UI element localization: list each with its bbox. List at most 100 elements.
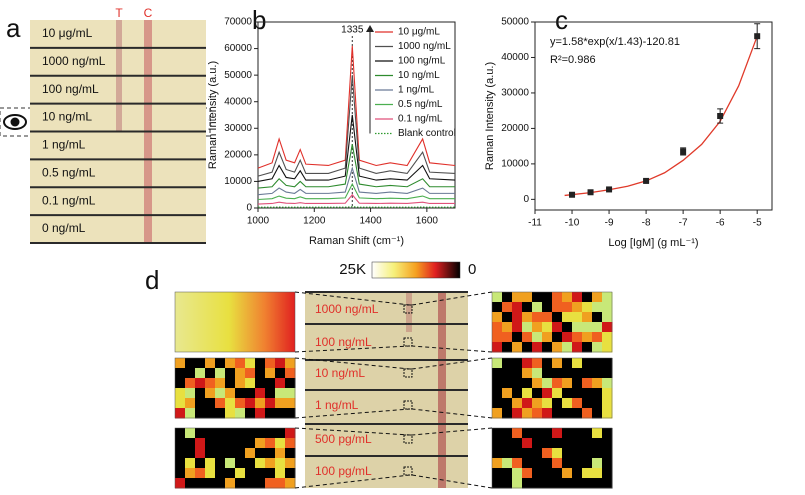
heat-cell [245, 358, 256, 369]
heat-cell [542, 312, 553, 323]
heat-cell [582, 312, 593, 323]
heat-cell [592, 292, 603, 303]
heat-cell [275, 468, 286, 479]
heat-cell [175, 448, 186, 459]
heat-cell [562, 322, 573, 333]
heat-cell [562, 468, 573, 479]
heat-cell [552, 468, 563, 479]
heat-cell [512, 358, 523, 369]
heat-cell [215, 368, 226, 379]
heat-cell [195, 428, 206, 439]
heat-cell [562, 332, 573, 343]
heat-cell [522, 312, 533, 323]
spectrum-line [257, 75, 456, 177]
connector [411, 427, 493, 436]
heat-cell [185, 388, 196, 399]
heat-cell [602, 332, 613, 343]
heat-cell [552, 438, 563, 449]
heat-cell [225, 378, 236, 389]
heat-cell [542, 322, 553, 333]
heat-cell [542, 428, 553, 439]
heat-cell [235, 448, 246, 459]
heat-cell [572, 302, 583, 313]
spectrum-line [257, 182, 455, 201]
heat-cell [552, 408, 563, 419]
heat-cell [552, 378, 563, 389]
heat-cell [532, 302, 543, 313]
x-axis-label: Log [IgM] (g mL⁻¹) [608, 237, 698, 249]
heat-cell [572, 438, 583, 449]
heat-cell [552, 292, 563, 303]
heat-cell [512, 448, 523, 459]
heat-cell [592, 458, 603, 469]
heat-cell [512, 332, 523, 343]
heat-cell [572, 428, 583, 439]
heat-cell [502, 312, 513, 323]
x-tick-label: -6 [716, 218, 725, 229]
heat-cell [602, 428, 613, 439]
heat-cell [215, 428, 226, 439]
heat-cell [492, 388, 503, 399]
heat-cell [532, 408, 543, 419]
heat-cell [275, 448, 286, 459]
heat-cell [275, 458, 286, 469]
heat-cell [245, 398, 256, 409]
heat-cell [592, 358, 603, 369]
heat-cell [592, 312, 603, 323]
heat-cell [542, 398, 553, 409]
heat-cell [542, 448, 553, 459]
heat-cell [522, 478, 533, 489]
heat-cell [275, 408, 286, 419]
heat-cell [512, 428, 523, 439]
heat-cell [592, 478, 603, 489]
heat-cell [285, 438, 296, 449]
heat-cell [175, 378, 186, 389]
heat-cell [235, 358, 246, 369]
heat-map-frame [491, 291, 613, 353]
heat-cell [492, 458, 503, 469]
heat-cell [195, 408, 206, 419]
data-point [569, 191, 576, 198]
heat-cell [502, 458, 513, 469]
heat-cell [492, 478, 503, 489]
heat-cell [542, 368, 553, 379]
heat-cell [285, 408, 296, 419]
heat-cell [572, 332, 583, 343]
heat-cell [522, 302, 533, 313]
heat-cell [582, 398, 593, 409]
heat-cell [195, 358, 206, 369]
strip-label: 100 pg/mL [315, 464, 372, 478]
heat-cell [175, 438, 186, 449]
heat-cell [175, 398, 186, 409]
heat-cell [602, 342, 613, 353]
heat-cell [205, 468, 216, 479]
heat-cell [265, 388, 276, 399]
r-squared: R²=0.986 [550, 54, 596, 66]
legend-arrowhead [366, 25, 374, 32]
heat-cell [502, 478, 513, 489]
x-tick-label: 1600 [416, 216, 439, 227]
heat-cell [572, 322, 583, 333]
heat-cell [215, 468, 226, 479]
colorbar [371, 261, 461, 279]
heat-cell [582, 458, 593, 469]
heat-cell [532, 428, 543, 439]
heat-cell [552, 322, 563, 333]
heat-cell [532, 448, 543, 459]
heat-cell [542, 378, 553, 389]
heat-cell [592, 468, 603, 479]
heat-cell [602, 388, 613, 399]
heat-cell [492, 428, 503, 439]
heat-cell [592, 408, 603, 419]
heat-cell [502, 468, 513, 479]
heat-cell [492, 322, 503, 333]
heat-cell [552, 388, 563, 399]
heat-cell [255, 448, 266, 459]
heat-cell [492, 302, 503, 313]
heat-cell [225, 438, 236, 449]
heat-cell [255, 428, 266, 439]
heat-cell [492, 332, 503, 343]
heat-cell [532, 378, 543, 389]
heat-cell [512, 478, 523, 489]
heat-cell [562, 342, 573, 353]
